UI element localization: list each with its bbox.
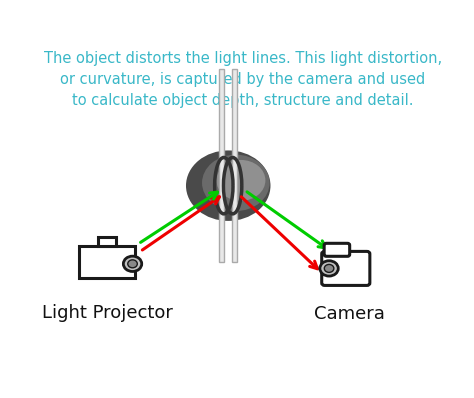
Bar [79, 246, 136, 278]
Bar [98, 236, 116, 246]
Circle shape [186, 150, 271, 221]
Bar [219, 69, 224, 262]
Circle shape [324, 264, 334, 272]
FancyBboxPatch shape [324, 243, 350, 256]
Bar [232, 69, 237, 262]
FancyBboxPatch shape [322, 252, 370, 285]
Circle shape [320, 261, 338, 276]
Circle shape [128, 260, 137, 268]
Circle shape [202, 155, 270, 211]
Text: Camera: Camera [314, 305, 385, 323]
Text: The object distorts the light lines. This light distortion,
or curvature, is cap: The object distorts the light lines. Thi… [44, 51, 442, 108]
Text: Light Projector: Light Projector [42, 304, 173, 322]
Circle shape [123, 256, 142, 271]
Circle shape [217, 160, 265, 201]
